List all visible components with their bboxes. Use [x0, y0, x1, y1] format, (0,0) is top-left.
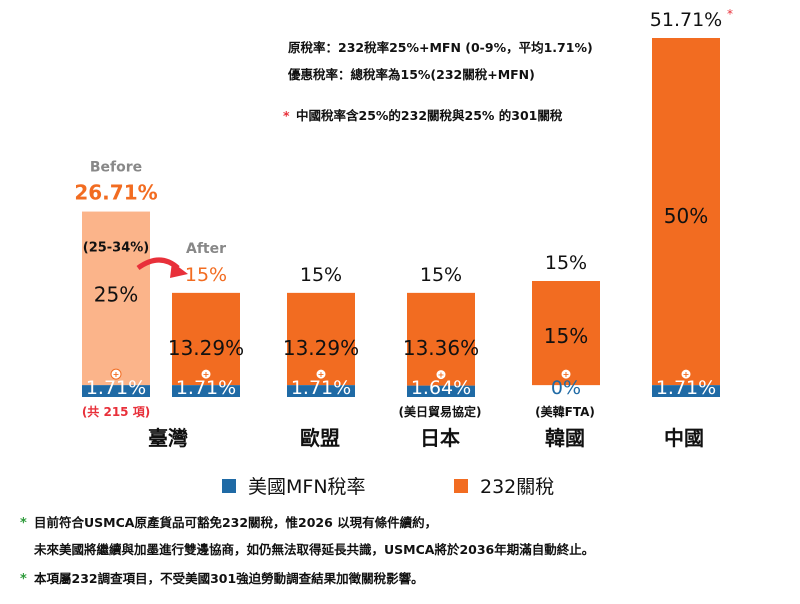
arrow-head — [170, 262, 188, 278]
footnote-text: 未來美國將繼續與加墨進行雙邊協商，如仍無法取得延長共識，USMCA將於2036年… — [33, 542, 594, 557]
category-label: 中國 — [664, 426, 704, 450]
tariff-value-label: 50% — [664, 204, 708, 228]
plus-symbol: + — [438, 371, 445, 380]
note-original-rate: 原稅率：232稅率25%+MFN (0-9%，平均1.71%) — [288, 40, 593, 55]
footnote-text: 目前符合USMCA原產貨品可豁免232關稅，惟2026 以現有條件續約， — [34, 515, 437, 530]
category-label: 日本 — [420, 426, 460, 450]
plus-symbol: + — [203, 370, 210, 379]
mfn-value-label: 1.71% — [176, 377, 236, 399]
total-value-label: 15% — [300, 264, 342, 286]
mfn-bar-segment — [652, 385, 720, 397]
plus-marker — [110, 368, 122, 380]
category-label: 歐盟 — [300, 426, 340, 450]
note-china-text: 中國稅率含25%的232關稅與25% 的301關稅 — [296, 108, 563, 123]
plus-symbol: + — [563, 370, 570, 379]
plus-marker — [200, 368, 212, 380]
plus-marker — [560, 368, 572, 380]
plus-marker — [315, 368, 327, 380]
footnote-star: * — [20, 572, 27, 587]
tariff-value-label: 13.36% — [403, 336, 479, 360]
footnote-text: 本項屬232調查項目，不受美國301強迫勞動調查結果加徵關稅影響。 — [34, 571, 424, 586]
legend-label-tariff: 232關稅 — [480, 476, 554, 498]
category-sublabel: (美韓FTA) — [535, 404, 595, 419]
tariff-bar-segment — [532, 280, 600, 386]
note-china-star: * — [283, 108, 290, 123]
category-sublabel: (共 215 項) — [82, 404, 150, 419]
tariff-value-label: 25% — [94, 283, 138, 307]
tariff-bar-segment — [82, 211, 150, 386]
tariff-value-label: 13.29% — [168, 336, 244, 360]
plus-marker — [435, 369, 447, 381]
mfn-value-label: 1.64% — [411, 377, 471, 399]
mfn-value-label: 1.71% — [86, 377, 146, 399]
plus-symbol: + — [683, 370, 690, 379]
legend-swatch-mfn — [222, 479, 236, 493]
mfn-bar-segment — [172, 385, 240, 397]
legend-label-mfn: 美國MFN稅率 — [248, 476, 366, 498]
stage-label: After — [186, 241, 226, 257]
mfn-bar-segment — [82, 385, 150, 397]
stage-label: Before — [90, 160, 142, 176]
plus-marker — [680, 368, 692, 380]
mfn-value-label: 1.71% — [656, 377, 716, 399]
mfn-bar-segment — [407, 385, 475, 397]
plus-symbol: + — [113, 370, 120, 379]
category-label: 臺灣 — [148, 426, 188, 450]
total-value-label: 15% — [545, 252, 587, 274]
legend-swatch-tariff — [454, 479, 468, 493]
mfn-bar-segment — [287, 385, 355, 397]
mfn-value-label: 1.71% — [291, 377, 351, 399]
note-preferential-rate: 優惠稅率：總稅率為15%(232關稅+MFN) — [287, 67, 535, 82]
total-value-label: 15% — [420, 264, 462, 286]
asterisk-mark: * — [727, 7, 733, 21]
footnote-star: * — [20, 516, 27, 531]
category-sublabel: (美日貿易協定) — [399, 404, 482, 419]
plus-symbol: + — [318, 370, 325, 379]
total-value-label: 15% — [185, 264, 227, 286]
mfn-value-label: 0% — [551, 377, 581, 399]
tariff-bar-segment — [652, 38, 720, 386]
total-value-label: 51.71% — [650, 9, 722, 31]
tariff-value-label: 15% — [544, 324, 588, 348]
range-label: (25-34%) — [83, 241, 150, 256]
tariff-value-label: 13.29% — [283, 336, 359, 360]
category-label: 韓國 — [545, 426, 585, 450]
total-value-label: 26.71% — [74, 181, 157, 205]
